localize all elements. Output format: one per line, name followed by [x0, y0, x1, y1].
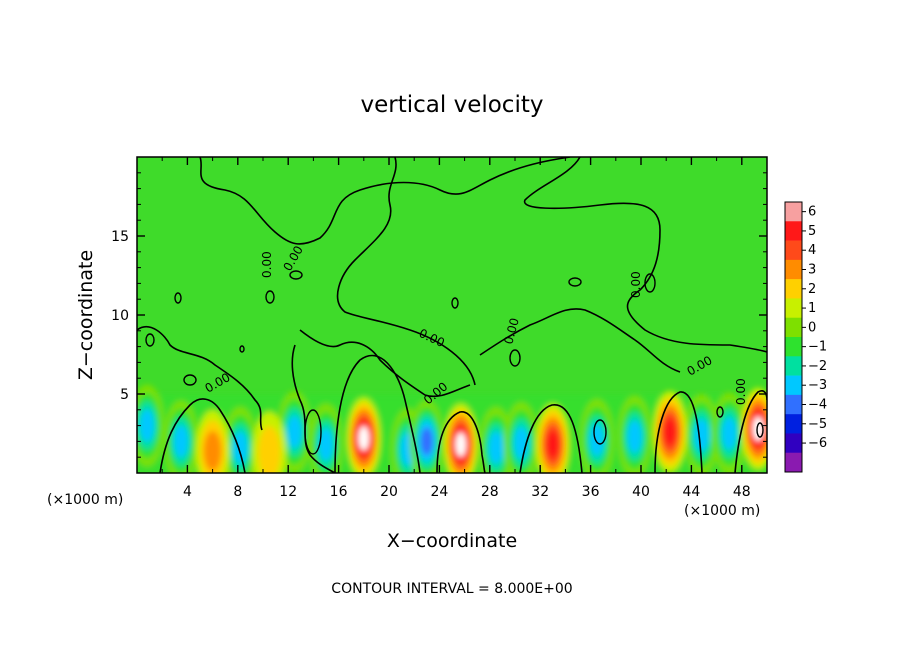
contour-label: 0.00	[629, 271, 643, 298]
x-tick-label: 12	[279, 484, 297, 500]
x-tick-label: 8	[233, 484, 242, 500]
colorbar-swatch	[785, 452, 802, 473]
downdraft-cell	[233, 431, 248, 464]
x-tick-label: 40	[632, 484, 650, 500]
colorbar-label: 3	[808, 263, 816, 278]
downdraft-cell	[627, 420, 642, 453]
colorbar: 6 5 4 3 2 1 0 −1 −2 −3 −4 −5 −6	[784, 201, 827, 473]
updraft-core	[753, 416, 764, 441]
downdraft-cell	[589, 423, 605, 457]
zero-contours	[137, 157, 767, 473]
contour-label: 0.00	[501, 316, 521, 345]
contour-interval-note: CONTOUR INTERVAL = 8.000E+00	[331, 581, 572, 597]
downdraft-cell	[488, 431, 504, 464]
colorbar-swatch	[785, 433, 802, 454]
downdraft-cell	[139, 409, 155, 442]
updraft-cell	[663, 418, 677, 446]
downdraft-cell	[287, 415, 302, 449]
colorbar-label: −1	[808, 340, 827, 355]
colorbar-swatch	[785, 279, 802, 299]
chart-title: vertical velocity	[361, 92, 544, 118]
x-tick-label: 4	[183, 484, 192, 500]
x-tick-label: 16	[330, 484, 348, 500]
updraft-cell	[258, 426, 281, 473]
colorbar-swatch	[785, 317, 802, 338]
colorbar-swatch	[785, 259, 802, 280]
colorbar-swatch	[785, 240, 802, 261]
updraft-core	[358, 426, 369, 451]
y-axis-label: Z−coordinate	[75, 250, 97, 380]
colorbar-label: −5	[808, 417, 827, 432]
colorbar-swatch	[785, 221, 802, 241]
x-tick-label: 44	[682, 484, 700, 500]
colorbar-label: 5	[808, 224, 816, 239]
y-tick-label: 10	[111, 308, 129, 324]
x-unit-left: (×1000 m)	[47, 492, 123, 508]
colorbar-label: −2	[808, 359, 827, 374]
x-tick-label: 20	[380, 484, 398, 500]
colorbar-swatch	[785, 298, 802, 319]
colorbar-swatch	[785, 394, 802, 415]
tick-marks	[137, 157, 767, 473]
updraft-cell	[546, 430, 560, 459]
velocity-field	[137, 384, 767, 473]
downdraft-cell	[318, 428, 334, 461]
updraft-cell	[203, 430, 222, 471]
downdraft-cell	[420, 427, 434, 456]
colorbar-frame	[784, 201, 803, 473]
colorbar-swatch	[785, 356, 802, 376]
x-tick-label: 48	[733, 484, 751, 500]
colorbar-swatch	[785, 414, 802, 434]
colorbar-label: −3	[808, 378, 827, 393]
y-tick-label: 5	[120, 387, 129, 403]
colorbar-label: 2	[808, 282, 816, 297]
x-tick-label: 36	[582, 484, 600, 500]
colorbar-label: 4	[808, 243, 816, 258]
colorbar-swatch	[785, 202, 802, 222]
contour-label: 0.00	[734, 378, 748, 405]
colorbar-label: 6	[808, 205, 816, 220]
x-tick-label: 28	[481, 484, 499, 500]
x-tick-label: 32	[531, 484, 549, 500]
y-tick-label: 15	[111, 229, 129, 245]
colorbar-label: −4	[808, 398, 827, 413]
x-tick-labels: 4 8 12 16 20 24 28 32 36 40 44 48	[183, 484, 751, 500]
colorbar-swatch	[785, 375, 802, 396]
colorbar-label: 0	[808, 320, 816, 335]
x-axis-label: X−coordinate	[387, 530, 517, 552]
x-tick-label: 24	[430, 484, 448, 500]
downdraft-cell	[173, 425, 189, 458]
plot-area: 0.00 0.00 0.00 0.00 0.00 0.00 0.00 0.00 …	[136, 156, 768, 474]
colorbar-swatch	[785, 337, 802, 357]
updraft-core	[455, 432, 466, 457]
contour-label: 0.00	[260, 251, 274, 278]
downdraft-cell	[694, 418, 709, 452]
colorbar-label: −6	[808, 436, 827, 451]
x-unit-right: (×1000 m)	[684, 503, 760, 519]
y-tick-labels: 5 10 15	[111, 229, 129, 403]
downdraft-cell	[721, 417, 737, 450]
colorbar-label: 1	[808, 301, 816, 316]
